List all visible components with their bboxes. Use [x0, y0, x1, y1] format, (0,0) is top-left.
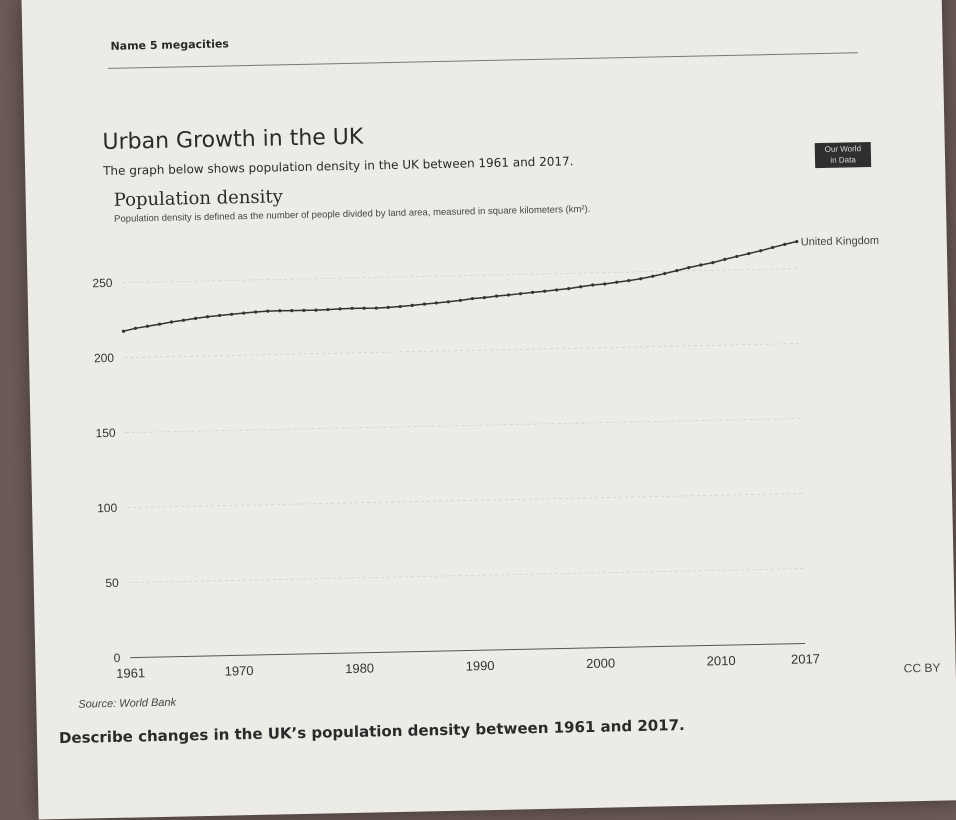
gridline — [122, 268, 798, 284]
data-point — [362, 306, 366, 310]
data-point — [326, 307, 330, 312]
data-point — [687, 266, 691, 270]
data-point — [747, 252, 751, 256]
data-point — [735, 254, 739, 259]
data-point — [494, 294, 499, 298]
data-point — [482, 295, 487, 300]
data-point — [133, 326, 138, 330]
data-point — [398, 304, 402, 309]
series-line — [123, 240, 797, 332]
data-point — [627, 279, 631, 283]
data-point — [410, 303, 414, 308]
data-point — [771, 245, 775, 250]
data-point — [446, 300, 450, 304]
x-tick-label: 2010 — [707, 653, 736, 669]
gridline — [124, 343, 799, 359]
x-tick-label: 1970 — [224, 663, 253, 679]
data-point — [518, 292, 523, 296]
gridline — [125, 418, 801, 433]
x-tick-label: 1961 — [116, 665, 145, 681]
data-point — [254, 310, 258, 314]
y-tick-label: 0 — [113, 651, 120, 665]
data-point — [145, 324, 150, 328]
data-point — [711, 261, 715, 265]
series-label: United Kingdom — [801, 235, 880, 249]
y-tick-label: 100 — [97, 501, 118, 515]
data-point — [506, 293, 511, 297]
line-chart: 0 50 100 150 200 250 1961 1970 1980 1990 2000 2010 2… — [92, 235, 880, 681]
data-point — [242, 311, 246, 315]
x-tick-label: 2017 — [791, 651, 820, 667]
y-tick-label: 150 — [95, 426, 116, 440]
x-axis — [130, 642, 806, 659]
data-point — [651, 274, 655, 278]
data-point — [230, 312, 234, 316]
data-point — [639, 277, 643, 281]
data-point — [470, 296, 475, 301]
gridline — [128, 568, 804, 583]
data-point — [603, 282, 607, 286]
x-tick-label: 1990 — [466, 658, 495, 674]
data-point — [458, 298, 463, 302]
x-tick-label: 1980 — [345, 660, 374, 676]
data-point — [157, 322, 162, 326]
data-point — [386, 305, 390, 310]
data-point — [266, 309, 270, 313]
source: Source: World Bank — [78, 696, 177, 711]
data-point — [579, 285, 583, 289]
data-point — [217, 313, 222, 318]
data-point — [699, 263, 703, 267]
data-point — [314, 308, 318, 312]
data-point — [278, 309, 282, 313]
data-point — [434, 301, 438, 305]
data-point — [422, 302, 426, 306]
data-point — [555, 288, 559, 292]
data-point — [290, 309, 294, 313]
y-tick-label: 250 — [92, 276, 113, 290]
data-point — [663, 271, 667, 276]
data-point — [181, 318, 186, 322]
data-point — [338, 307, 342, 311]
data-point — [615, 280, 619, 284]
worksheet-paper: Name 5 megacities Urban Growth in the UK… — [21, 0, 956, 820]
data-point — [374, 306, 378, 310]
data-point — [205, 315, 210, 319]
data-point — [567, 287, 571, 291]
data-point — [783, 242, 787, 246]
data-point — [675, 269, 679, 273]
license: CC BY — [903, 660, 941, 676]
data-point — [169, 320, 174, 324]
data-point — [759, 249, 763, 253]
data-point — [795, 239, 799, 244]
data-point — [591, 283, 595, 287]
data-point — [193, 316, 198, 320]
x-tick-label: 2000 — [586, 655, 615, 671]
data-point — [530, 290, 535, 294]
data-point — [121, 329, 126, 333]
y-tick-label: 50 — [105, 576, 119, 590]
data-point — [543, 289, 547, 293]
data-point — [350, 306, 354, 310]
y-tick-label: 200 — [94, 351, 115, 365]
data-point — [302, 308, 306, 312]
data-point — [723, 257, 727, 262]
gridline — [127, 493, 803, 508]
